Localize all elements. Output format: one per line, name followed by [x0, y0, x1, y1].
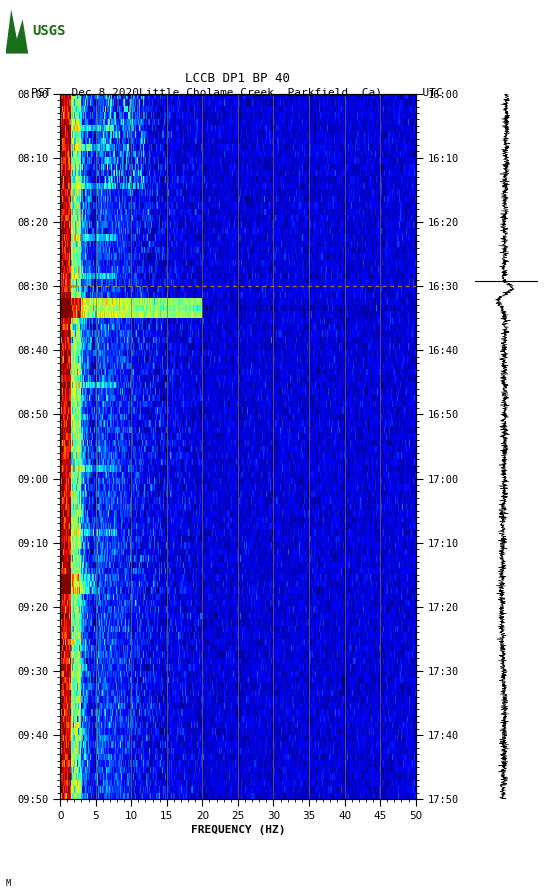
X-axis label: FREQUENCY (HZ): FREQUENCY (HZ) — [190, 825, 285, 835]
Polygon shape — [6, 10, 28, 54]
Text: LCCB DP1 BP 40: LCCB DP1 BP 40 — [185, 72, 290, 85]
Text: M: M — [6, 879, 10, 888]
Text: USGS: USGS — [32, 24, 66, 38]
Text: PST   Dec 8,2020Little Cholame Creek, Parkfield, Ca)      UTC: PST Dec 8,2020Little Cholame Creek, Park… — [31, 88, 443, 98]
